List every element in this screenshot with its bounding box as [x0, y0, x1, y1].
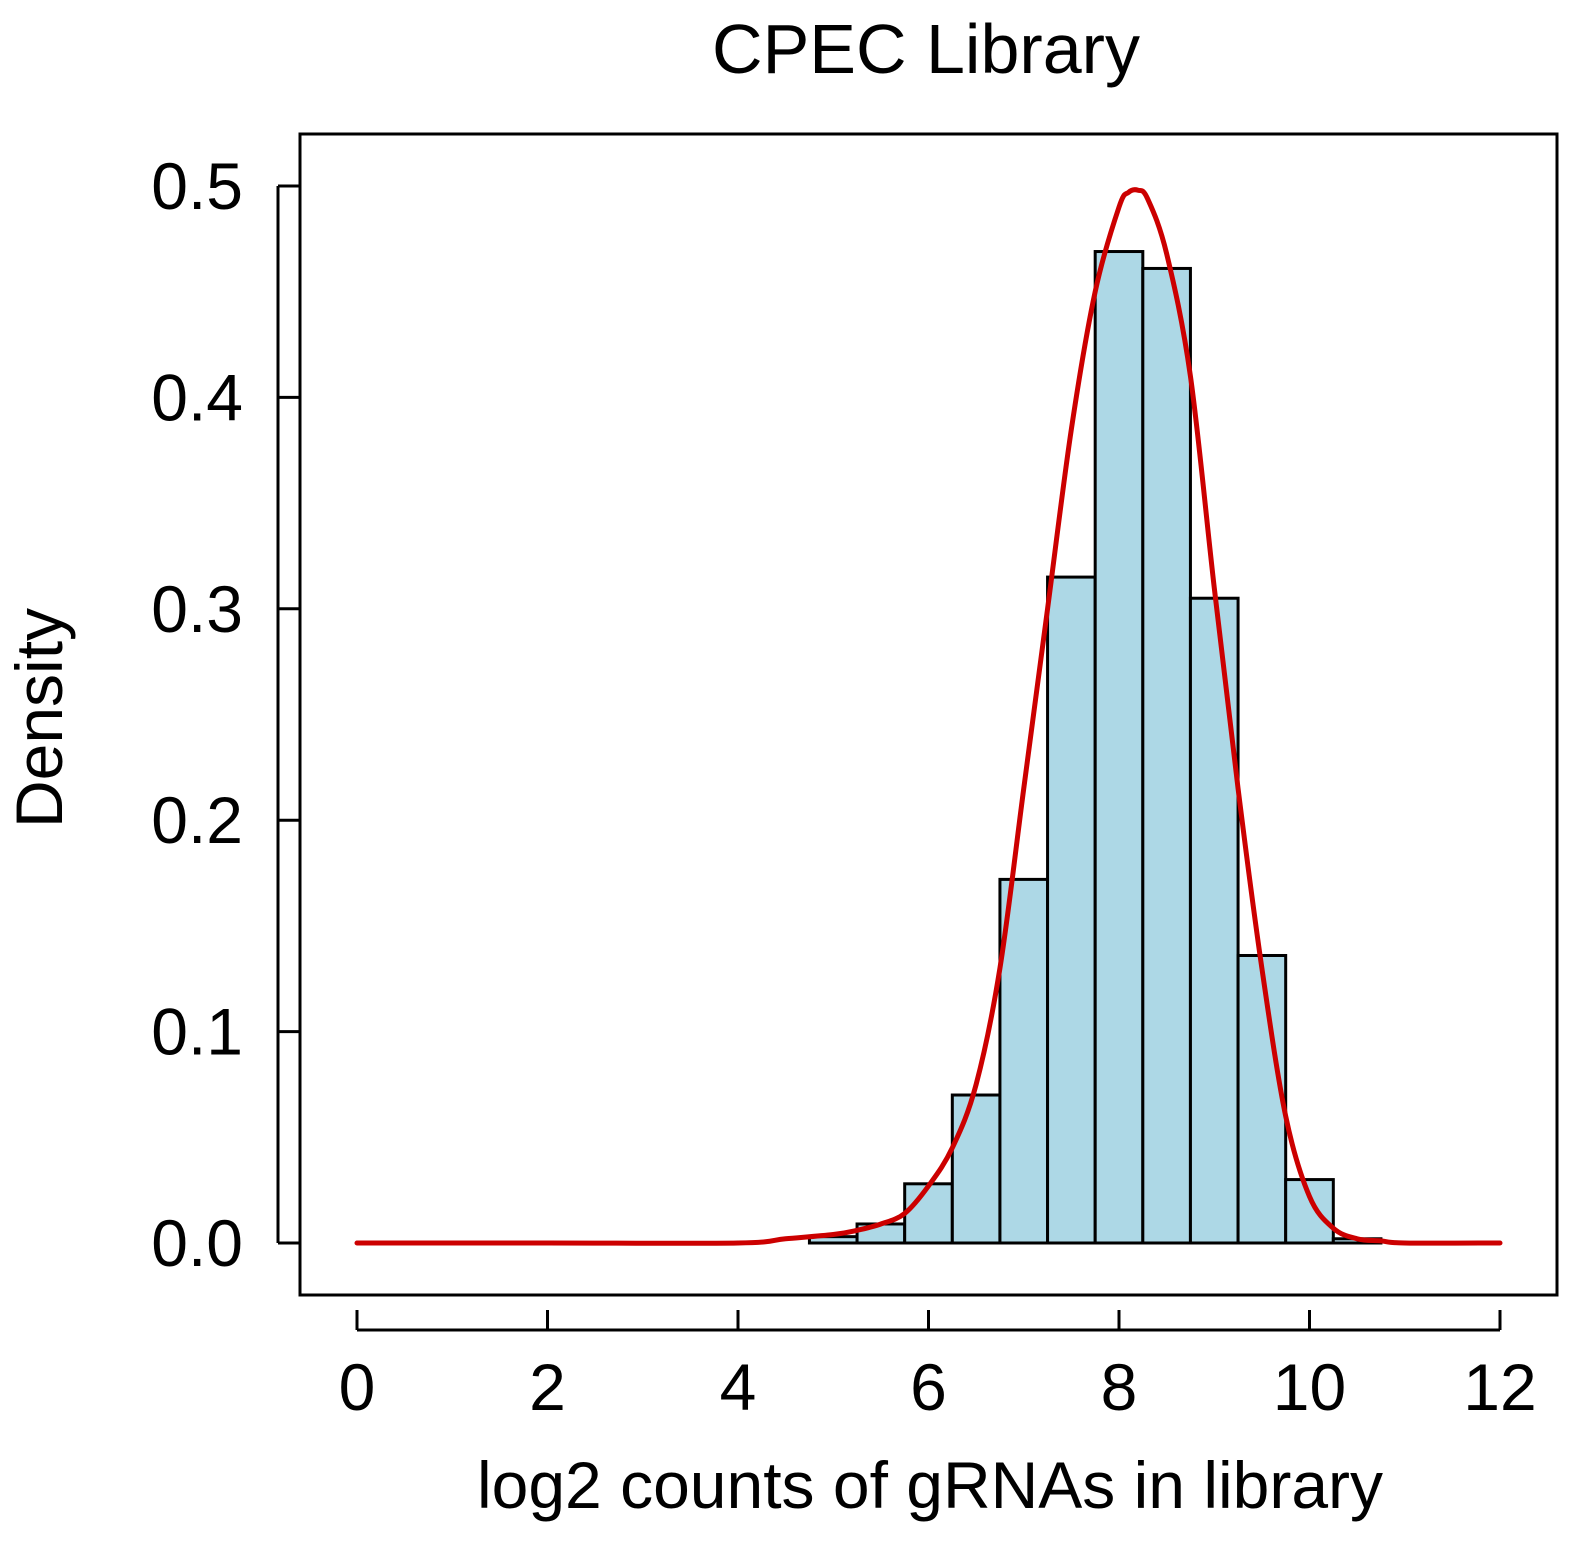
y-tick-label-0.5: 0.5: [151, 149, 243, 223]
histogram-bar-4: [950, 1093, 1002, 1245]
chart-title: CPEC Library: [712, 10, 1140, 88]
x-tick-label-8: 8: [1101, 1350, 1138, 1424]
x-tick-label-6: 6: [910, 1350, 947, 1424]
y-axis: 0.0 0.1 0.2 0.3 0.4 0.5: [151, 149, 300, 1280]
histogram-bar-3: [903, 1182, 954, 1245]
bars-layer: [807, 250, 1383, 1245]
histogram-bar-7: [1093, 250, 1145, 1245]
x-tick-label-4: 4: [720, 1350, 757, 1424]
density-curve-layer: [354, 187, 1503, 1246]
histogram-bar-9: [1188, 596, 1240, 1245]
histogram-bar-6: [1046, 575, 1097, 1245]
y-tick-label-0.4: 0.4: [151, 360, 243, 434]
y-tick-label-0.2: 0.2: [151, 783, 243, 857]
histogram-bar-5: [998, 877, 1050, 1245]
y-tick-label-0.0: 0.0: [151, 1206, 243, 1280]
x-axis-title: log2 counts of gRNAs in library: [477, 1448, 1383, 1522]
x-tick-label-0: 0: [339, 1350, 376, 1424]
histogram-bar-11: [1284, 1178, 1335, 1245]
x-tick-label-2: 2: [529, 1350, 566, 1424]
y-tick-label-0.3: 0.3: [151, 572, 243, 646]
plot-frame: [298, 132, 1559, 1297]
histogram-bar-8: [1141, 266, 1192, 1245]
density-curve-line: [354, 187, 1503, 1246]
y-tick-label-0.1: 0.1: [151, 995, 243, 1069]
x-tick-label-10: 10: [1273, 1350, 1346, 1424]
x-tick-label-12: 12: [1463, 1350, 1536, 1424]
histogram-bar-10: [1236, 953, 1288, 1245]
y-axis-title: Density: [2, 608, 76, 828]
x-axis: 0 2 4 6 8 10 12: [339, 1310, 1537, 1424]
